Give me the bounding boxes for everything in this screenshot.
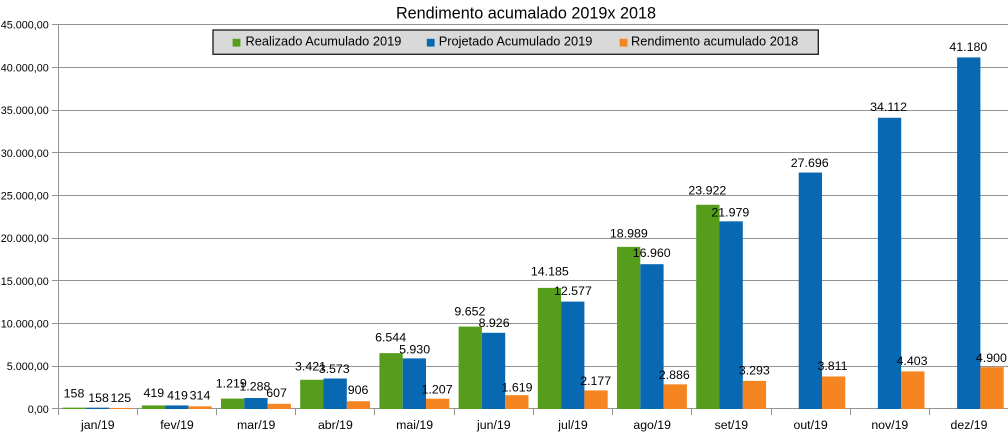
svg-text:abr/19: abr/19 bbox=[318, 418, 353, 432]
svg-text:5.000,00: 5.000,00 bbox=[7, 361, 49, 373]
svg-text:5.930: 5.930 bbox=[399, 343, 430, 357]
svg-text:1.288: 1.288 bbox=[239, 380, 270, 394]
svg-text:Rendimento acumulado 2018: Rendimento acumulado 2018 bbox=[631, 33, 798, 48]
svg-text:21.979: 21.979 bbox=[711, 205, 749, 219]
svg-text:14.185: 14.185 bbox=[531, 265, 569, 279]
svg-text:158: 158 bbox=[64, 387, 85, 401]
svg-text:3.573: 3.573 bbox=[319, 362, 350, 376]
svg-text:158: 158 bbox=[88, 391, 109, 405]
svg-text:35.000,00: 35.000,00 bbox=[1, 105, 49, 117]
svg-text:jul/19: jul/19 bbox=[557, 418, 588, 432]
svg-text:Realizado Acumulado 2019: Realizado Acumulado 2019 bbox=[246, 33, 402, 48]
svg-text:set/19: set/19 bbox=[715, 418, 749, 432]
svg-text:fev/19: fev/19 bbox=[160, 418, 194, 432]
svg-text:16.960: 16.960 bbox=[633, 246, 671, 260]
svg-text:8.926: 8.926 bbox=[479, 316, 510, 330]
svg-text:314: 314 bbox=[190, 389, 211, 403]
svg-text:419: 419 bbox=[143, 386, 164, 400]
svg-text:dez/19: dez/19 bbox=[951, 418, 988, 432]
svg-text:6.544: 6.544 bbox=[375, 331, 406, 345]
svg-text:607: 607 bbox=[266, 386, 287, 400]
svg-text:45.000,00: 45.000,00 bbox=[1, 20, 49, 32]
svg-text:30.000,00: 30.000,00 bbox=[1, 148, 49, 160]
svg-text:10.000,00: 10.000,00 bbox=[1, 319, 49, 331]
svg-text:20.000,00: 20.000,00 bbox=[1, 233, 49, 245]
svg-text:jan/19: jan/19 bbox=[80, 418, 115, 432]
svg-text:15.000,00: 15.000,00 bbox=[1, 276, 49, 288]
svg-text:40.000,00: 40.000,00 bbox=[1, 62, 49, 74]
svg-text:jun/19: jun/19 bbox=[476, 418, 511, 432]
svg-text:9.652: 9.652 bbox=[454, 304, 485, 318]
svg-text:906: 906 bbox=[348, 383, 369, 397]
svg-text:Projetado Acumulado 2019: Projetado Acumulado 2019 bbox=[439, 33, 593, 48]
svg-text:25.000,00: 25.000,00 bbox=[1, 191, 49, 203]
svg-text:419: 419 bbox=[167, 388, 188, 402]
svg-text:23.922: 23.922 bbox=[688, 183, 726, 197]
svg-text:1.207: 1.207 bbox=[422, 382, 453, 396]
svg-text:mai/19: mai/19 bbox=[396, 418, 433, 432]
svg-text:nov/19: nov/19 bbox=[871, 418, 908, 432]
svg-text:34.112: 34.112 bbox=[870, 100, 907, 114]
svg-text:3.293: 3.293 bbox=[739, 363, 770, 377]
svg-text:1.219: 1.219 bbox=[216, 376, 247, 390]
svg-text:out/19: out/19 bbox=[793, 418, 827, 432]
svg-text:mar/19: mar/19 bbox=[237, 418, 275, 432]
svg-text:ago/19: ago/19 bbox=[633, 418, 671, 432]
svg-text:3.811: 3.811 bbox=[817, 359, 847, 373]
svg-text:12.577: 12.577 bbox=[554, 284, 592, 298]
svg-text:27.696: 27.696 bbox=[791, 156, 829, 170]
svg-text:4.900: 4.900 bbox=[976, 351, 1007, 365]
svg-text:4.403: 4.403 bbox=[896, 354, 927, 368]
svg-text:18.989: 18.989 bbox=[610, 226, 648, 240]
svg-text:0,00: 0,00 bbox=[28, 404, 49, 416]
svg-text:2.177: 2.177 bbox=[580, 374, 611, 388]
svg-text:1.619: 1.619 bbox=[501, 380, 532, 394]
svg-text:125: 125 bbox=[110, 391, 131, 405]
svg-text:Rendimento acumalado 2019x 201: Rendimento acumalado 2019x 2018 bbox=[396, 5, 656, 23]
svg-text:41.180: 41.180 bbox=[949, 40, 987, 54]
svg-text:2.886: 2.886 bbox=[659, 368, 690, 382]
svg-text:3.421: 3.421 bbox=[295, 359, 326, 373]
